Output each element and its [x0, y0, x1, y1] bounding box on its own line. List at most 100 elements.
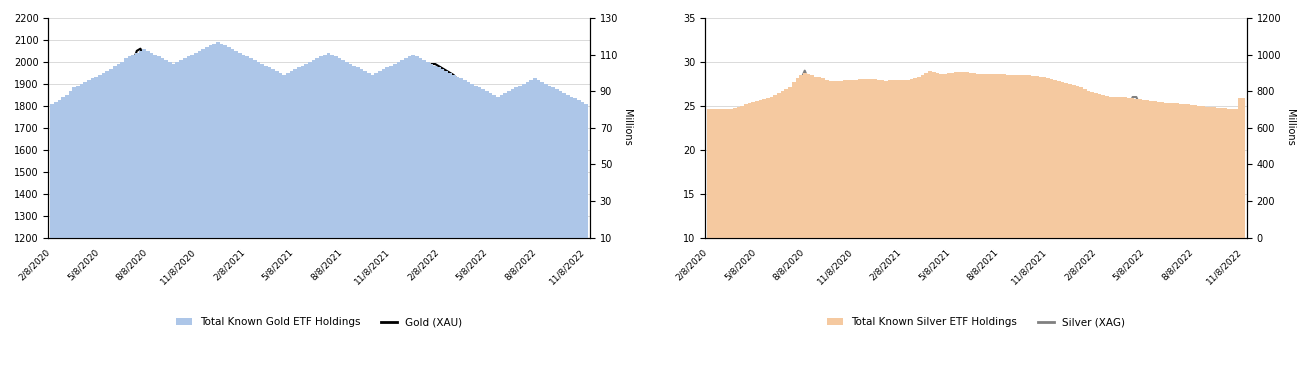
- Bar: [385, 67, 389, 256]
- Bar: [1117, 97, 1119, 238]
- Bar: [780, 91, 784, 238]
- Bar: [1086, 91, 1090, 238]
- Bar: [1127, 98, 1131, 238]
- Bar: [711, 109, 715, 238]
- Bar: [65, 95, 68, 256]
- Bar: [946, 73, 950, 238]
- Text: Data Source BBG: Data Source BBG: [76, 182, 148, 192]
- Bar: [1109, 97, 1113, 238]
- Bar: [1186, 104, 1190, 238]
- Bar: [744, 104, 747, 238]
- Bar: [323, 55, 326, 256]
- Bar: [504, 93, 507, 256]
- Bar: [127, 56, 131, 256]
- Bar: [342, 60, 346, 256]
- Bar: [725, 109, 729, 238]
- Bar: [216, 42, 220, 256]
- Bar: [902, 80, 906, 238]
- Bar: [139, 51, 143, 256]
- Bar: [1058, 81, 1060, 238]
- Bar: [179, 60, 183, 256]
- Bar: [72, 87, 76, 256]
- Bar: [821, 78, 825, 238]
- Legend: Total Known Gold ETF Holdings, Gold (XAU): Total Known Gold ETF Holdings, Gold (XAU…: [171, 313, 466, 331]
- Bar: [68, 91, 72, 256]
- Bar: [511, 89, 514, 256]
- Bar: [880, 80, 884, 238]
- Bar: [1234, 109, 1238, 238]
- Bar: [370, 75, 374, 256]
- Bar: [573, 98, 577, 256]
- Bar: [910, 79, 914, 238]
- Bar: [285, 73, 289, 256]
- Bar: [958, 72, 961, 238]
- Bar: [918, 77, 920, 238]
- Bar: [884, 81, 888, 238]
- Bar: [836, 81, 840, 238]
- Bar: [924, 73, 928, 238]
- Bar: [492, 95, 496, 256]
- Bar: [242, 55, 246, 256]
- Bar: [1123, 97, 1127, 238]
- Bar: [106, 71, 109, 256]
- Bar: [833, 81, 836, 238]
- Y-axis label: Millions: Millions: [1285, 109, 1295, 146]
- Bar: [102, 73, 106, 256]
- Bar: [802, 73, 806, 238]
- Bar: [569, 97, 573, 256]
- Bar: [541, 82, 545, 256]
- Bar: [448, 73, 452, 256]
- Bar: [260, 64, 264, 256]
- Bar: [737, 107, 741, 238]
- Bar: [319, 56, 323, 256]
- Bar: [208, 45, 212, 256]
- Bar: [906, 80, 910, 238]
- Bar: [873, 79, 877, 238]
- Bar: [407, 56, 411, 256]
- Bar: [545, 84, 547, 256]
- Bar: [1035, 75, 1039, 238]
- Bar: [279, 73, 283, 256]
- Bar: [983, 74, 987, 238]
- Bar: [851, 80, 855, 238]
- Bar: [1094, 93, 1098, 238]
- Bar: [1098, 94, 1101, 238]
- Bar: [289, 71, 293, 256]
- Bar: [969, 73, 973, 238]
- Bar: [220, 43, 224, 256]
- Bar: [810, 75, 814, 238]
- Bar: [973, 73, 977, 238]
- Bar: [456, 77, 459, 256]
- Bar: [729, 109, 733, 238]
- Bar: [1204, 107, 1208, 238]
- Bar: [1223, 108, 1227, 238]
- Bar: [928, 71, 932, 238]
- Bar: [257, 62, 260, 256]
- Bar: [165, 60, 168, 256]
- Bar: [529, 80, 533, 256]
- Bar: [751, 102, 755, 238]
- Bar: [149, 53, 153, 256]
- Bar: [437, 67, 441, 256]
- Bar: [143, 49, 147, 256]
- Bar: [855, 80, 859, 238]
- Bar: [954, 72, 958, 238]
- Bar: [547, 86, 551, 256]
- Bar: [484, 91, 488, 256]
- Bar: [1072, 85, 1076, 238]
- Bar: [338, 58, 342, 256]
- Bar: [1105, 96, 1109, 238]
- Bar: [965, 72, 969, 238]
- Bar: [1042, 77, 1046, 238]
- Bar: [1054, 80, 1058, 238]
- Bar: [271, 69, 275, 256]
- Bar: [1208, 107, 1212, 238]
- Bar: [202, 49, 206, 256]
- Bar: [1076, 86, 1079, 238]
- Bar: [301, 66, 305, 256]
- Bar: [518, 86, 522, 256]
- Bar: [806, 74, 810, 238]
- Bar: [899, 80, 902, 238]
- Bar: [234, 51, 238, 256]
- Bar: [942, 74, 946, 238]
